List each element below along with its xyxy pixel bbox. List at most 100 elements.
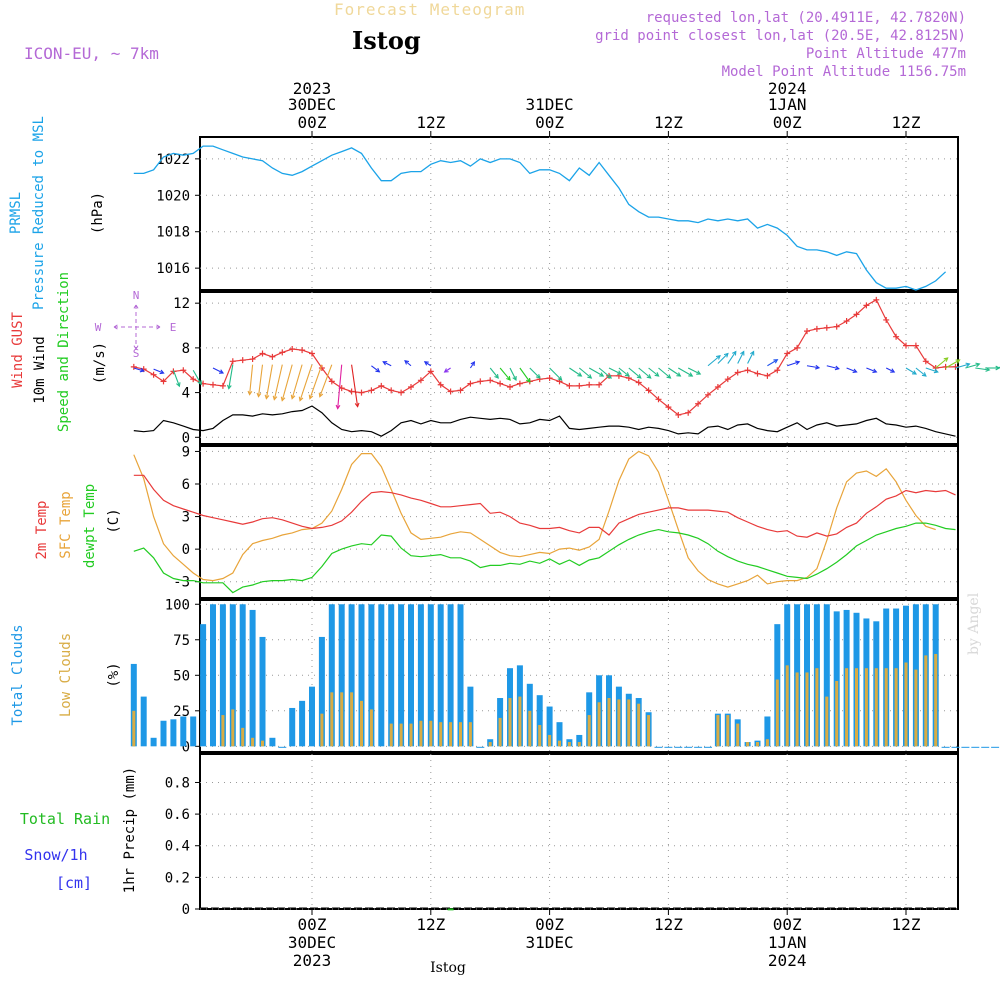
total-clouds-bar <box>467 686 474 747</box>
wind-ytick-label: 4 <box>182 386 190 402</box>
wind-arrow <box>273 364 283 400</box>
wind-arrow <box>846 367 857 373</box>
total-clouds-bar <box>457 604 464 747</box>
low-clouds-bar <box>756 742 759 747</box>
gust-marker <box>883 316 890 323</box>
gridpoint-coords: grid point closest lon,lat (20.5E, 42.81… <box>595 28 966 44</box>
total-clouds-bar <box>388 604 395 747</box>
low-clouds-bar <box>538 725 542 747</box>
gust-marker <box>437 381 444 388</box>
low-clouds-bar <box>459 722 462 747</box>
wind-arrow <box>212 367 224 374</box>
total-clouds-bar <box>170 719 177 747</box>
wind-arrow <box>598 367 612 379</box>
compass-east: E <box>170 321 177 334</box>
location-title: Istog <box>352 26 421 55</box>
total-clouds-bar <box>180 716 187 747</box>
wind-ylabel-10m: 10m Wind <box>32 336 48 403</box>
wind-arrow <box>509 367 517 381</box>
wind-arrow <box>638 367 652 379</box>
gust-marker <box>546 375 553 382</box>
wind-arrowhead <box>577 372 583 377</box>
low-clouds-bar <box>914 669 918 747</box>
wind-arrow <box>424 361 432 367</box>
wind-arrow <box>281 364 293 401</box>
gust-marker <box>180 367 187 374</box>
low-clouds-bar <box>736 723 740 747</box>
bottom-year-label: 2023 <box>293 951 332 970</box>
low-clouds-bar <box>587 715 591 747</box>
wind-ylabel-unit: (m/s) <box>92 342 108 384</box>
gust-marker <box>853 311 860 318</box>
wind-arrowhead <box>740 350 745 356</box>
gust-marker <box>388 387 395 394</box>
low-clouds-bar <box>132 710 136 747</box>
wind-arrow <box>249 364 254 395</box>
low-clouds-bar <box>369 709 373 747</box>
low-clouds-bar <box>805 672 809 747</box>
low-clouds-bar <box>251 737 255 747</box>
gust-marker <box>219 382 226 389</box>
low-clouds-bar <box>468 722 472 747</box>
wind-arrow <box>717 353 729 364</box>
gust-marker <box>447 388 454 395</box>
temperature-ytick-label: -3 <box>173 575 190 591</box>
wind-arrowhead <box>607 374 612 379</box>
top-date-label: 1JAN <box>768 95 807 114</box>
temperature-ytick-label: 0 <box>182 542 190 558</box>
total-clouds-bar <box>368 604 375 747</box>
gust-marker <box>190 376 197 383</box>
total-clouds-bar <box>229 604 236 747</box>
top-hour-label: 00Z <box>535 113 564 132</box>
wind-arrowhead <box>197 380 202 386</box>
wind-arrowhead <box>933 368 939 374</box>
low-clouds-bar <box>726 715 730 747</box>
low-clouds-bar <box>597 702 601 747</box>
footer-location: Istog <box>430 960 466 976</box>
low-clouds-bar <box>716 715 720 747</box>
wind-ylabel-speed: Speed and Direction <box>56 272 72 432</box>
wind-arrowhead <box>298 396 304 402</box>
wind-arrow <box>549 367 562 381</box>
total-clouds-bar <box>408 604 414 747</box>
low-clouds-bar <box>627 699 631 747</box>
gust-marker <box>279 349 286 356</box>
low-clouds-bar <box>835 680 839 747</box>
total-clouds-bar <box>269 737 276 747</box>
gust-marker <box>289 346 296 352</box>
total-clouds-bar <box>833 611 840 747</box>
wind-arrowhead <box>750 350 755 356</box>
low-clouds-bar <box>221 715 225 747</box>
gust-marker <box>477 378 484 385</box>
wind-arrow <box>806 365 820 369</box>
wind-arrowhead <box>512 375 517 382</box>
low-clouds-bar <box>775 679 779 747</box>
low-clouds-bar <box>637 703 641 747</box>
compass-icon <box>113 304 161 350</box>
gust-marker <box>685 409 692 416</box>
compass-south: S <box>133 347 140 360</box>
precip-panel: 0 0.2 0.4 0.6 0.8 1hr Precip (mm) Total Rain Sn… <box>20 753 959 918</box>
gust-marker <box>467 380 474 387</box>
wind-arrowhead <box>676 372 682 377</box>
total-clouds-bar <box>190 716 197 747</box>
wind-arrowhead <box>921 372 927 377</box>
pressure-ylabel-1: Pressure Reduced to MSL <box>31 116 47 310</box>
clouds-ytick-label: 0 <box>182 739 190 755</box>
pressure-ylabel-0: PRMSL <box>8 192 24 234</box>
wind-arrowhead <box>176 382 181 388</box>
gust-marker <box>596 381 603 388</box>
wind-arrow <box>678 367 693 377</box>
gust-marker <box>566 382 573 389</box>
low-clouds-bar <box>567 742 571 747</box>
wind-arrowhead <box>318 392 324 398</box>
wind-arrow <box>826 365 839 370</box>
temperature-ytick-label: 6 <box>182 477 190 493</box>
wind-arrow <box>628 367 642 379</box>
bottom-hour-label: 12Z <box>654 915 683 934</box>
wind-arrow <box>915 367 927 377</box>
low-clouds-bar <box>241 727 245 747</box>
wind-arrow <box>767 359 778 367</box>
wind-arrow <box>569 367 582 377</box>
low-clouds-bar <box>845 668 849 747</box>
